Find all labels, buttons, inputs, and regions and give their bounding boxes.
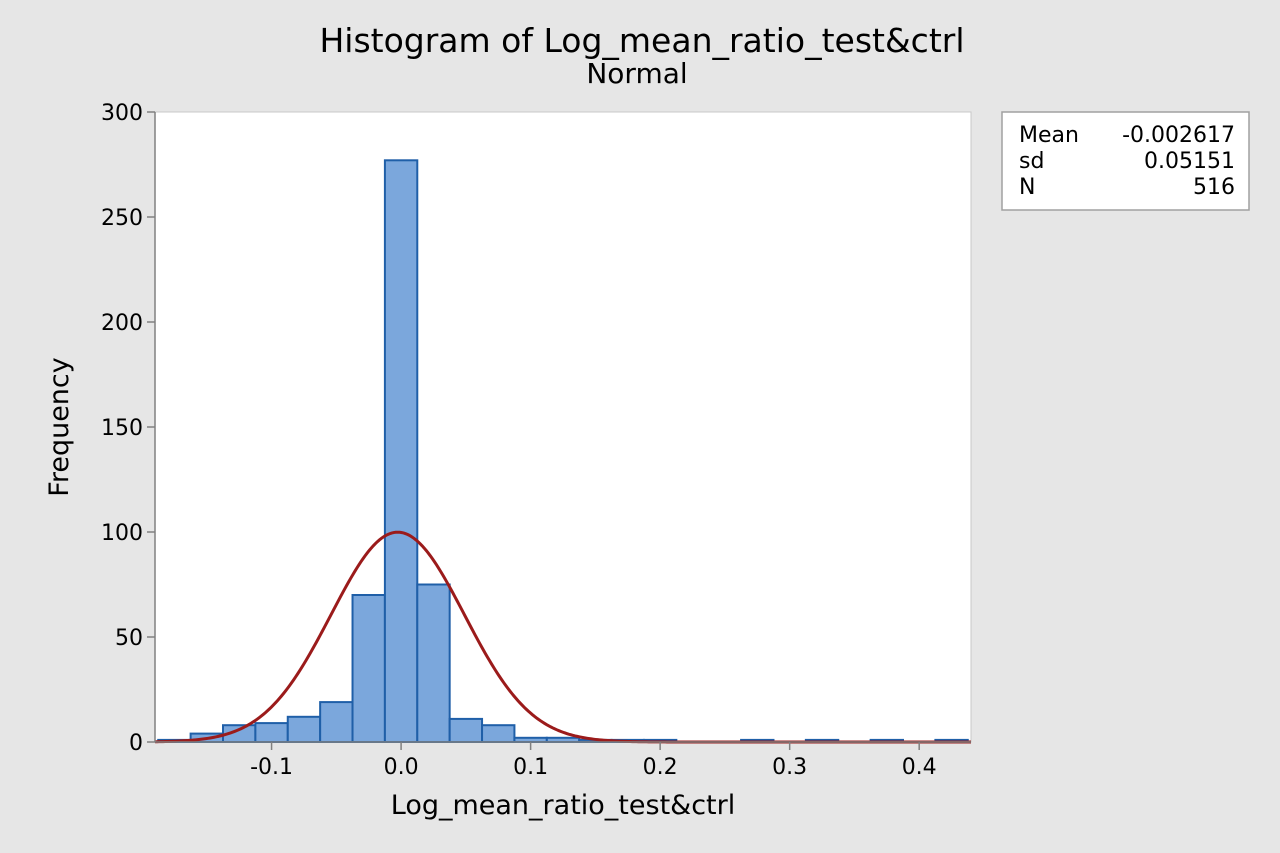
histogram-bar [319,701,354,743]
y-axis: 0 50 100 150 200 250 300 [101,101,156,756]
x-axis: -0.1 0.0 0.1 0.2 0.3 0.4 [155,741,971,780]
chart-title: Histogram of Log_mean_ratio_test&ctrl [319,21,964,60]
stats-legend: Mean -0.002617 sd 0.05151 N 516 [1001,111,1250,211]
y-tick-label: 50 [115,626,143,651]
plot-area [154,111,972,743]
y-axis-label: Frequency [44,357,75,497]
chart-subtitle: Normal [586,57,687,90]
histogram-bar [448,717,484,744]
histogram-bar [286,715,322,743]
x-tick-label: 0.3 [772,755,807,780]
x-axis-label: Log_mean_ratio_test&ctrl [391,790,736,821]
histogram-bar [254,722,289,743]
y-tick-label: 200 [101,311,143,336]
legend-frame [1001,111,1250,211]
histogram-bar [383,159,419,744]
x-tick-label: 0.0 [384,755,419,780]
histogram-bar [416,583,451,743]
x-tick-label: 0.2 [643,755,678,780]
histogram-bars [157,159,969,744]
legend-value-sd: 0.05151 [1144,149,1235,174]
y-tick-label: 0 [129,731,143,756]
x-tick-label: 0.4 [902,755,937,780]
y-tick-label: 150 [101,416,143,441]
y-tick-label: 250 [101,206,143,231]
histogram-bar [481,724,516,744]
legend-value-n: 516 [1193,175,1235,200]
y-tick-label: 100 [101,521,143,546]
x-tick-label: -0.1 [250,755,293,780]
legend-label-sd: sd [1019,149,1044,174]
x-tick-label: 0.1 [513,755,548,780]
legend-value-mean: -0.002617 [1122,123,1235,148]
y-tick-label: 300 [101,101,143,126]
histogram-bar [351,594,386,743]
legend-label-n: N [1019,175,1035,200]
legend-label-mean: Mean [1019,123,1079,148]
